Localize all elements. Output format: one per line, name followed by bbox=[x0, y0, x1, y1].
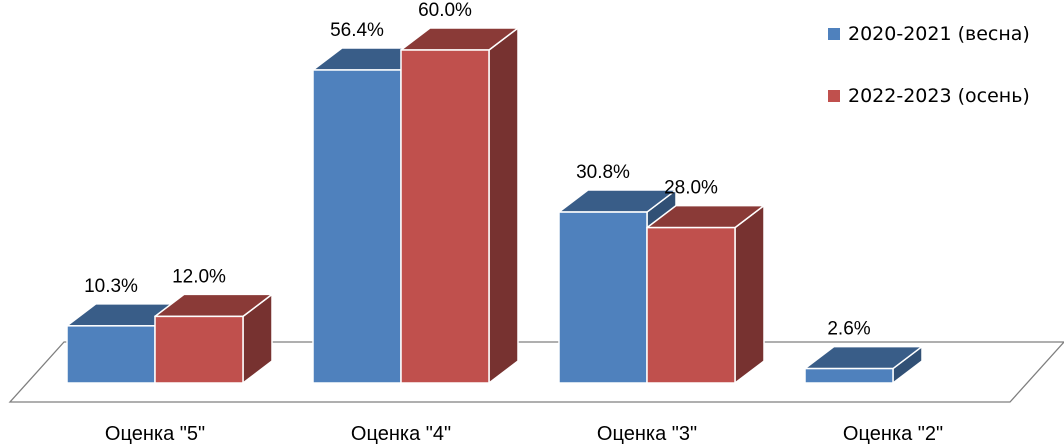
bar-front bbox=[558, 211, 648, 384]
data-label-s1-c4: 2.6% bbox=[827, 319, 870, 340]
category-label-1: Оценка "5" bbox=[105, 423, 205, 445]
legend-item-series-1: 2020-2021 (весна) bbox=[828, 22, 1030, 46]
category-label-4: Оценка "2" bbox=[843, 423, 943, 445]
category-label-3: Оценка "3" bbox=[597, 423, 697, 445]
data-label-s1-c2: 56.4% bbox=[330, 20, 384, 41]
legend-item-series-2: 2022-2023 (осень) bbox=[828, 84, 1030, 108]
data-label-s1-c1: 10.3% bbox=[84, 276, 138, 297]
bar-s2-c2 bbox=[400, 27, 519, 384]
bar-side bbox=[734, 204, 765, 384]
bar-side bbox=[488, 27, 519, 384]
legend-swatch-series-2 bbox=[828, 90, 840, 102]
bar-front bbox=[804, 367, 894, 384]
bar-s2-c1 bbox=[154, 293, 273, 384]
legend: 2020-2021 (весна) 2022-2023 (осень) bbox=[828, 22, 1030, 146]
bar-front bbox=[400, 49, 490, 384]
category-labels-group: Оценка "5" Оценка "4" Оценка "3" Оценка "2" bbox=[105, 423, 943, 445]
data-label-s2-c1: 12.0% bbox=[172, 266, 226, 287]
bar-s2-c3 bbox=[646, 204, 765, 384]
bar-s1-c4 bbox=[804, 345, 923, 384]
data-label-s2-c2: 60.0% bbox=[418, 0, 472, 21]
value-labels-group: 10.3% 12.0% 56.4% 60.0% 30.8% 28.0% 2.6% bbox=[84, 0, 871, 340]
bar-front bbox=[154, 315, 244, 384]
legend-swatch-series-1 bbox=[828, 28, 840, 40]
data-label-s2-c3: 28.0% bbox=[664, 178, 718, 199]
legend-label-series-2: 2022-2023 (осень) bbox=[848, 85, 1030, 107]
chart-floor bbox=[8, 341, 1064, 403]
bar-front bbox=[312, 69, 402, 384]
data-label-s1-c3: 30.8% bbox=[576, 162, 630, 183]
bar-front bbox=[66, 325, 156, 384]
category-label-2: Оценка "4" bbox=[351, 423, 451, 445]
bars-group bbox=[66, 27, 923, 384]
legend-label-series-1: 2020-2021 (весна) bbox=[848, 23, 1030, 45]
bar-front bbox=[646, 226, 736, 384]
